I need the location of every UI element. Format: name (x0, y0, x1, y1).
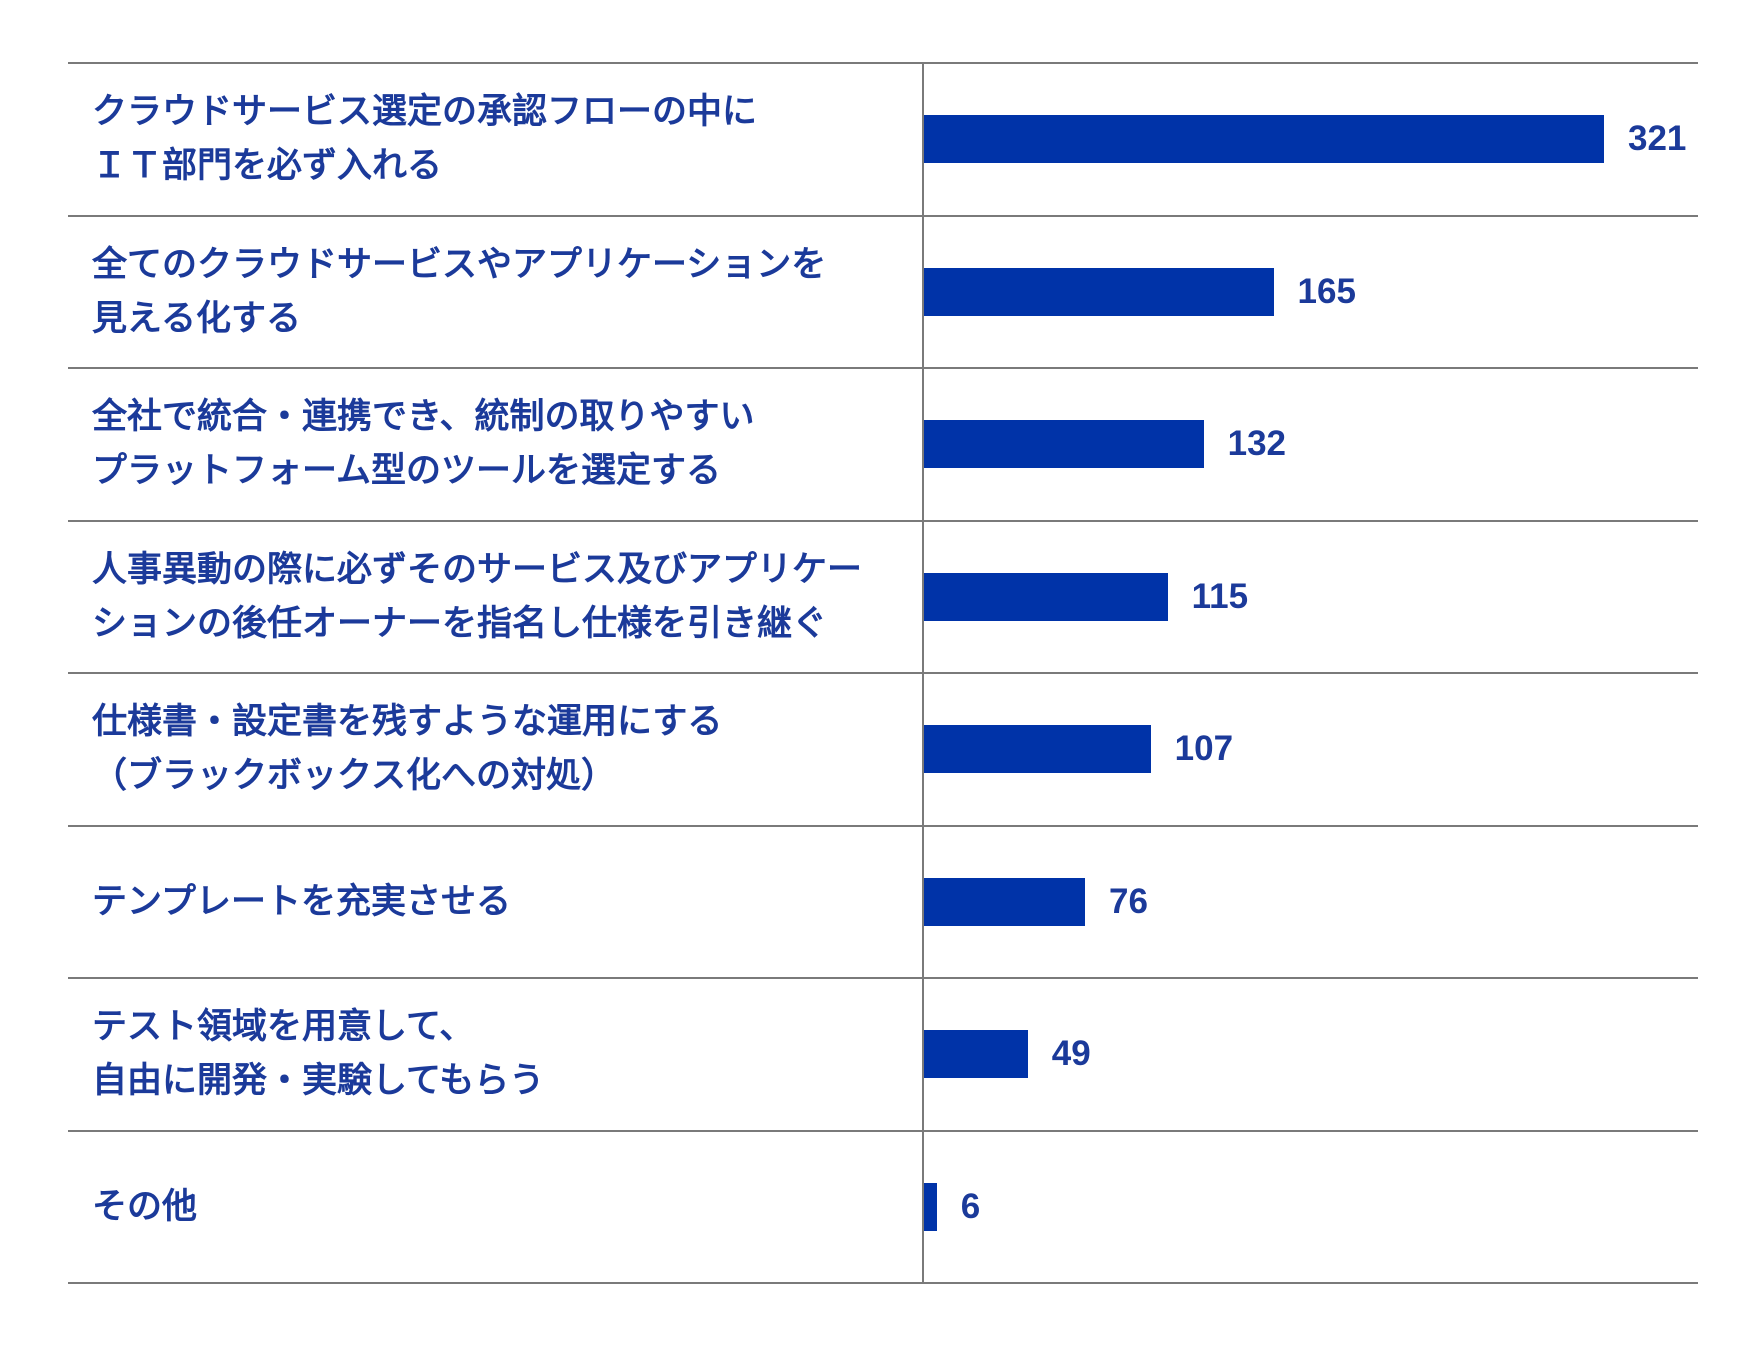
value-label: 165 (1297, 271, 1356, 311)
bar (924, 1182, 937, 1231)
row-divider (68, 672, 1698, 674)
row-divider (68, 977, 1698, 979)
category-label: テスト領域を用意して、 自由に開発・実験してもらう (92, 1007, 545, 1102)
category-label: 仕様書・設定書を残すような運用にする （ブラックボックス化への対処） (92, 702, 723, 797)
row-divider (68, 1282, 1698, 1284)
value-label: 107 (1174, 729, 1234, 769)
row-divider (68, 62, 1698, 64)
row-divider (68, 1129, 1698, 1132)
bar (924, 420, 1204, 469)
row-divider (68, 824, 1698, 827)
bar (924, 115, 1604, 164)
row-divider (68, 214, 1698, 217)
category-label: 全てのクラウドサービスやアプリケーションを 見える化する (92, 244, 827, 339)
row-divider (68, 367, 1698, 369)
category-label: テンプレートを充実させる (92, 881, 511, 922)
value-label: 76 (1108, 881, 1148, 921)
row-divider (68, 519, 1698, 522)
value-label: 321 (1628, 119, 1687, 159)
category-label: クラウドサービス選定の承認フローの中に ＩＴ部門を必ず入れる (92, 92, 758, 187)
category-label: 人事異動の際に必ずそのサービス及びアプリケー ションの後任オーナーを指名し仕様を… (92, 549, 863, 644)
value-label: 132 (1227, 424, 1287, 464)
bar (924, 267, 1274, 316)
column-divider (922, 63, 924, 1283)
category-label: 全社で統合・連携でき、統制の取りやすい プラットフォーム型のツールを選定する (92, 397, 755, 492)
value-label: 49 (1051, 1034, 1091, 1074)
bar (924, 877, 1085, 926)
value-label: 6 (960, 1186, 981, 1226)
category-label: その他 (92, 1186, 198, 1227)
bar (924, 572, 1168, 621)
bar (924, 725, 1151, 774)
bar (924, 1030, 1028, 1079)
value-label: 115 (1191, 576, 1249, 616)
